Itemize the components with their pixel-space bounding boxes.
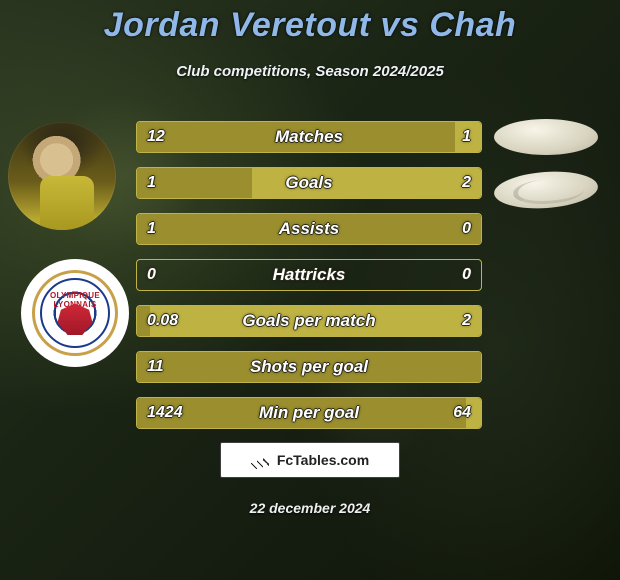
stat-label: Goals per match bbox=[137, 306, 481, 336]
stat-row: 11Shots per goal bbox=[136, 351, 482, 383]
stat-label: Min per goal bbox=[137, 398, 481, 428]
comparison-card: Jordan Veretout vs Chah Club competition… bbox=[0, 0, 620, 580]
stats-table: 121Matches 12Goals 10Assists 00Hattricks 0.0… bbox=[136, 121, 482, 443]
stat-row: 142464Min per goal bbox=[136, 397, 482, 429]
player-b-club-placeholder bbox=[493, 168, 599, 211]
page-title: Jordan Veretout vs Chah bbox=[0, 6, 620, 45]
stat-label: Goals bbox=[137, 168, 481, 198]
stat-row: 0.082Goals per match bbox=[136, 305, 482, 337]
stat-row: 12Goals bbox=[136, 167, 482, 199]
stat-row: 10Assists bbox=[136, 213, 482, 245]
stat-label: Assists bbox=[137, 214, 481, 244]
olympique-lyonnais-icon: OLYMPIQUELYONNAIS bbox=[32, 270, 118, 356]
page-subtitle: Club competitions, Season 2024/2025 bbox=[0, 63, 620, 80]
fctables-icon bbox=[251, 451, 271, 469]
player-a-avatar bbox=[8, 122, 116, 230]
player-b-avatar-placeholder bbox=[494, 119, 598, 155]
stat-row: 00Hattricks bbox=[136, 259, 482, 291]
snapshot-date: 22 december 2024 bbox=[0, 500, 620, 516]
brand-badge[interactable]: FcTables.com bbox=[220, 442, 400, 478]
stat-label: Shots per goal bbox=[137, 352, 481, 382]
brand-label: FcTables.com bbox=[277, 452, 369, 468]
stat-row: 121Matches bbox=[136, 121, 482, 153]
player-a-club-badge: OLYMPIQUELYONNAIS bbox=[21, 259, 129, 367]
stat-label: Hattricks bbox=[137, 260, 481, 290]
stat-label: Matches bbox=[137, 122, 481, 152]
